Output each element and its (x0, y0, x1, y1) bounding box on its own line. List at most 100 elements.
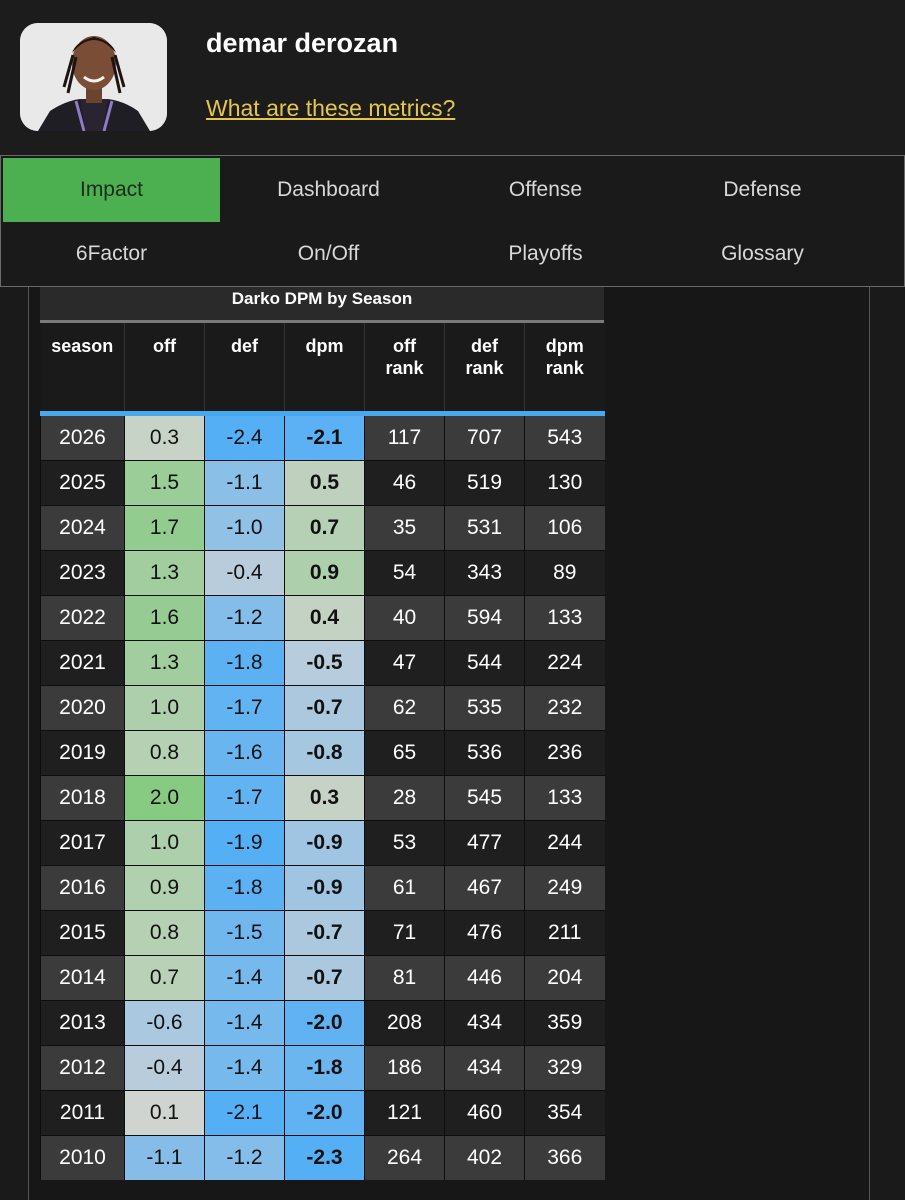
cell-def-rank: 343 (444, 550, 525, 596)
cell-season: 2010 (40, 1135, 125, 1180)
cell-off: 1.5 (124, 460, 205, 506)
cell-season: 2016 (40, 865, 125, 911)
table-row: 2019 0.8 -1.6 -0.8 65 536 236 (40, 730, 605, 776)
table-body: 2026 0.3 -2.4 -2.1 117 707 543 2025 1.5 -1.1 0.5 46… (40, 413, 605, 1180)
cell-dpm: 0.3 (284, 775, 365, 821)
cell-dpm: -2.0 (284, 1090, 365, 1136)
column-header-text: dpm (545, 336, 584, 356)
column-header-text: season (51, 336, 114, 356)
tab-defense[interactable]: Defense (723, 178, 802, 201)
metrics-info-link[interactable]: What are these metrics? (206, 95, 456, 121)
cell-def-rank: 467 (444, 865, 525, 911)
cell-off-rank: 53 (364, 820, 445, 866)
cell-dpm-rank: 224 (524, 640, 605, 686)
cell-off: 0.8 (124, 730, 205, 776)
cell-dpm-rank: 354 (524, 1090, 605, 1136)
dpm-table: season off def dpm off rank def rank dpm rank 202… (40, 323, 605, 1180)
column-header-def-rank[interactable]: def rank (444, 323, 525, 416)
table-row: 2021 1.3 -1.8 -0.5 47 544 224 (40, 640, 605, 686)
cell-off: 0.1 (124, 1090, 205, 1136)
dpm-table-container: Darko DPM by Season season off def dpm off ra… (40, 287, 605, 1180)
tab-offense[interactable]: Offense (508, 178, 583, 201)
cell-def: -1.4 (204, 1000, 285, 1046)
tab-glossary[interactable]: Glossary (721, 242, 804, 265)
column-header-dpm[interactable]: dpm (284, 323, 365, 416)
cell-off: -0.4 (124, 1045, 205, 1091)
column-header-text: rank (465, 358, 504, 378)
cell-def: -1.8 (204, 640, 285, 686)
cell-dpm-rank: 204 (524, 955, 605, 1001)
cell-off-rank: 186 (364, 1045, 445, 1091)
cell-off-rank: 28 (364, 775, 445, 821)
player-header: demar derozan What are these metrics? (0, 0, 905, 155)
cell-dpm-rank: 236 (524, 730, 605, 776)
column-header-season[interactable]: season (40, 323, 125, 416)
cell-dpm: -0.7 (284, 910, 365, 956)
table-row: 2022 1.6 -1.2 0.4 40 594 133 (40, 595, 605, 641)
column-header-dpm-rank[interactable]: dpm rank (524, 323, 605, 416)
cell-off: 0.8 (124, 910, 205, 956)
tab-6factor[interactable]: 6Factor (75, 242, 148, 265)
cell-dpm-rank: 359 (524, 1000, 605, 1046)
cell-off-rank: 35 (364, 505, 445, 551)
cell-off-rank: 40 (364, 595, 445, 641)
tab-on-off[interactable]: On/Off (297, 242, 360, 265)
table-row: 2010 -1.1 -1.2 -2.3 264 402 366 (40, 1135, 605, 1180)
table-row: 2015 0.8 -1.5 -0.7 71 476 211 (40, 910, 605, 956)
cell-off-rank: 71 (364, 910, 445, 956)
table-row: 2013 -0.6 -1.4 -2.0 208 434 359 (40, 1000, 605, 1046)
cell-dpm: -0.7 (284, 955, 365, 1001)
cell-dpm: -0.9 (284, 865, 365, 911)
cell-season: 2011 (40, 1090, 125, 1136)
cell-season: 2019 (40, 730, 125, 776)
cell-off-rank: 65 (364, 730, 445, 776)
cell-def-rank: 476 (444, 910, 525, 956)
cell-dpm: 0.5 (284, 460, 365, 506)
cell-dpm-rank: 133 (524, 775, 605, 821)
column-header-text: def (231, 336, 258, 356)
table-title: Darko DPM by Season (40, 287, 604, 323)
tab-impact[interactable]: Impact (3, 158, 220, 222)
cell-def-rank: 460 (444, 1090, 525, 1136)
cell-def-rank: 477 (444, 820, 525, 866)
cell-off: 1.0 (124, 820, 205, 866)
table-row: 2017 1.0 -1.9 -0.9 53 477 244 (40, 820, 605, 866)
cell-def: -2.1 (204, 1090, 285, 1136)
column-header-text: rank (385, 358, 424, 378)
cell-dpm: -1.8 (284, 1045, 365, 1091)
column-header-off-rank[interactable]: off rank (364, 323, 445, 416)
cell-def-rank: 402 (444, 1135, 525, 1180)
cell-def-rank: 434 (444, 1000, 525, 1046)
cell-def: -1.4 (204, 955, 285, 1001)
cell-off-rank: 81 (364, 955, 445, 1001)
player-avatar (20, 23, 167, 131)
cell-def: -1.5 (204, 910, 285, 956)
cell-def: -2.4 (204, 413, 285, 461)
cell-def: -1.1 (204, 460, 285, 506)
cell-season: 2017 (40, 820, 125, 866)
column-header-def[interactable]: def (204, 323, 285, 416)
cell-off: 1.0 (124, 685, 205, 731)
tab-bar: Impact Dashboard Offense Defense 6Factor… (0, 155, 905, 287)
tab-playoffs[interactable]: Playoffs (508, 242, 583, 265)
table-row: 2016 0.9 -1.8 -0.9 61 467 249 (40, 865, 605, 911)
cell-season: 2012 (40, 1045, 125, 1091)
column-header-off[interactable]: off (124, 323, 205, 416)
cell-off: 1.3 (124, 640, 205, 686)
column-header-text: def (471, 336, 498, 356)
cell-dpm-rank: 133 (524, 595, 605, 641)
table-row: 2026 0.3 -2.4 -2.1 117 707 543 (40, 413, 605, 461)
column-header-text: dpm (305, 336, 344, 356)
cell-off-rank: 264 (364, 1135, 445, 1180)
cell-def-rank: 594 (444, 595, 525, 641)
tab-dashboard[interactable]: Dashboard (277, 178, 380, 201)
cell-off: 0.9 (124, 865, 205, 911)
cell-def-rank: 707 (444, 413, 525, 461)
cell-season: 2014 (40, 955, 125, 1001)
cell-season: 2021 (40, 640, 125, 686)
cell-dpm-rank: 232 (524, 685, 605, 731)
cell-def: -1.0 (204, 505, 285, 551)
cell-off-rank: 61 (364, 865, 445, 911)
cell-season: 2025 (40, 460, 125, 506)
table-row: 2023 1.3 -0.4 0.9 54 343 89 (40, 550, 605, 596)
